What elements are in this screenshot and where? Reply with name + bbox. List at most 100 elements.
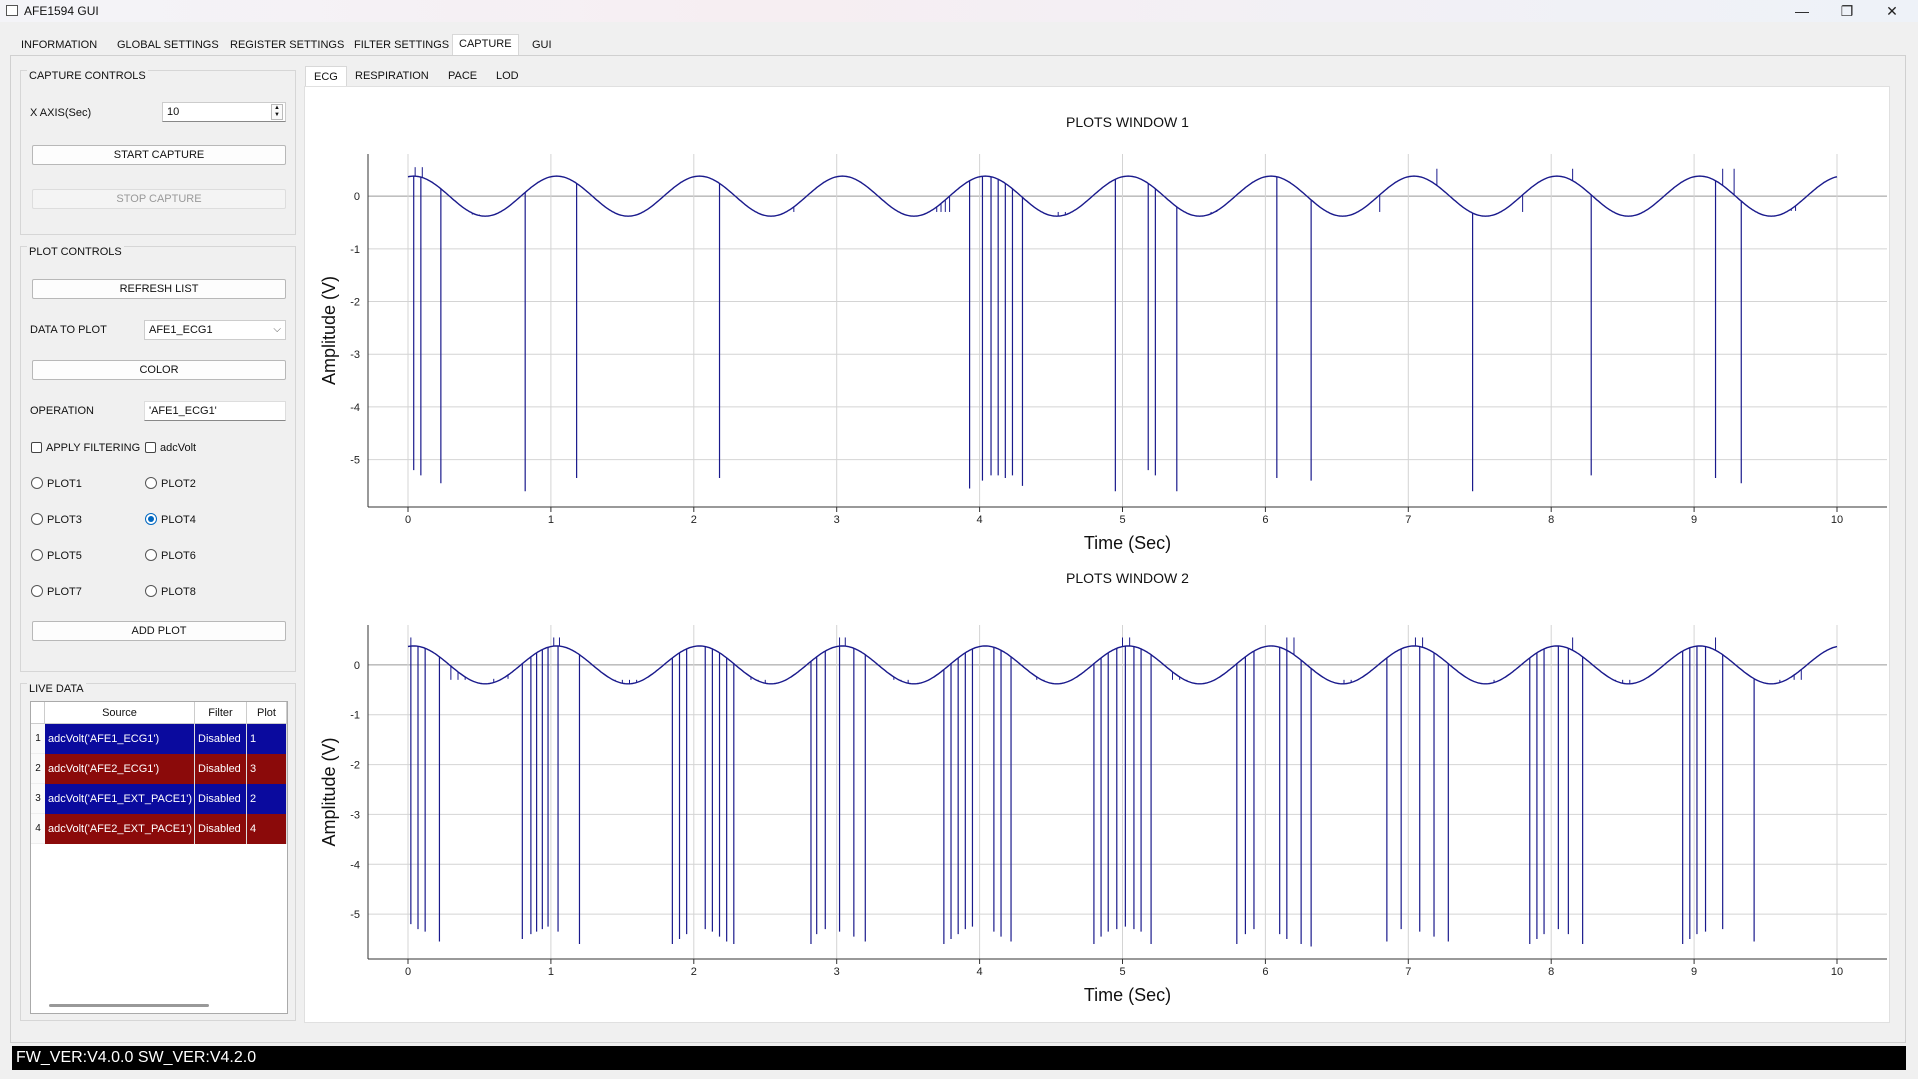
table-cell-plot[interactable]: 4 (247, 814, 287, 844)
table-cell-source[interactable]: adcVolt('AFE1_EXT_PACE1') (45, 784, 195, 814)
horizontal-scrollbar[interactable] (49, 1004, 209, 1007)
tab-register-settings[interactable]: REGISTER SETTINGS (230, 39, 345, 51)
chart1-ytick-label: 0 (354, 191, 360, 203)
live-data-title: LIVE DATA (27, 683, 86, 695)
radio-dot[interactable] (31, 477, 43, 489)
row-number[interactable]: 2 (31, 754, 45, 784)
tab-ecg[interactable]: ECG (305, 66, 347, 87)
table-cell-filter[interactable]: Disabled (195, 784, 247, 814)
data-to-plot-select[interactable]: AFE1_ECG1 ⌵ (144, 320, 286, 340)
chart1-xtick-label: 7 (1405, 514, 1411, 526)
checkbox-box[interactable] (145, 442, 156, 453)
adcvolt-checkbox[interactable]: adcVolt (145, 441, 196, 455)
checkbox-box[interactable] (31, 442, 42, 453)
tab-filter-settings[interactable]: FILTER SETTINGS (354, 39, 450, 51)
chart2-xtick-label: 0 (405, 966, 411, 978)
radio-plot1[interactable]: PLOT1 (31, 477, 82, 491)
color-button[interactable]: COLOR (32, 360, 286, 380)
chart1-title: PLOTS WINDOW 1 (1066, 114, 1189, 130)
table-cell-plot[interactable]: 1 (247, 724, 287, 754)
table-cell-filter[interactable]: Disabled (195, 814, 247, 844)
table-cell-plot[interactable]: 2 (247, 784, 287, 814)
table-cell-plot[interactable]: 3 (247, 754, 287, 784)
minimize-button[interactable]: — (1795, 3, 1809, 19)
tab-respiration[interactable]: RESPIRATION (355, 70, 429, 82)
table-cell-filter[interactable]: Disabled (195, 724, 247, 754)
radio-plot3-label: PLOT3 (47, 514, 82, 526)
radio-plot7[interactable]: PLOT7 (31, 585, 82, 599)
data-to-plot-value: AFE1_ECG1 (149, 324, 213, 336)
live-data-table[interactable]: Source Filter Plot 1 adcVolt('AFE1_ECG1'… (30, 701, 288, 1014)
column-header-source[interactable]: Source (45, 702, 195, 724)
chart2-xtick-label: 6 (1262, 966, 1268, 978)
chart2-xtick-label: 3 (834, 966, 840, 978)
chevron-down-icon: ⌵ (273, 324, 281, 335)
chart1-xtick-label: 4 (977, 514, 983, 526)
capture-controls-title: CAPTURE CONTROLS (27, 70, 148, 82)
radio-dot[interactable] (31, 549, 43, 561)
row-number[interactable]: 3 (31, 784, 45, 814)
spin-arrows-icon[interactable]: ▲ ▼ (271, 104, 283, 120)
radio-plot7-label: PLOT7 (47, 586, 82, 598)
radio-dot-selected[interactable] (145, 513, 157, 525)
chart2-xtick-label: 4 (977, 966, 983, 978)
table-cell-filter[interactable]: Disabled (195, 754, 247, 784)
chart2-ytick-label: 0 (354, 660, 360, 672)
table-cell-source[interactable]: adcVolt('AFE2_EXT_PACE1') (45, 814, 195, 844)
adcvolt-label: adcVolt (160, 442, 197, 454)
row-number[interactable]: 4 (31, 814, 45, 844)
chart2-ytick-label: -2 (350, 760, 360, 772)
start-capture-button[interactable]: START CAPTURE (32, 145, 286, 165)
table-cell-source[interactable]: adcVolt('AFE1_ECG1') (45, 724, 195, 754)
tab-information[interactable]: INFORMATION (21, 39, 98, 51)
add-plot-button[interactable]: ADD PLOT (32, 621, 286, 641)
restore-button[interactable]: ❐ (1840, 3, 1854, 19)
tab-lod[interactable]: LOD (496, 70, 519, 82)
radio-plot6[interactable]: PLOT6 (145, 549, 196, 563)
radio-dot[interactable] (145, 549, 157, 561)
row-number[interactable]: 1 (31, 724, 45, 754)
chart1-xtick-label: 10 (1831, 514, 1843, 526)
apply-filtering-label: APPLY FILTERING (46, 442, 141, 454)
radio-plot3[interactable]: PLOT3 (31, 513, 82, 527)
chart1-xtick-label: 3 (834, 514, 840, 526)
chart1-ytick-label: -1 (350, 244, 360, 256)
tab-gui[interactable]: GUI (532, 39, 552, 51)
tab-capture[interactable]: CAPTURE (452, 34, 519, 55)
refresh-list-button[interactable]: REFRESH LIST (32, 279, 286, 299)
operation-input[interactable]: 'AFE1_ECG1' (144, 401, 286, 421)
tab-pace[interactable]: PACE (448, 70, 478, 82)
app-icon (6, 5, 18, 16)
radio-plot2-label: PLOT2 (161, 478, 196, 490)
chart2-ytick-label: -5 (350, 909, 360, 921)
column-header-filter[interactable]: Filter (195, 702, 247, 724)
chart1-xtick-label: 5 (1119, 514, 1125, 526)
chart2-ytick-label: -4 (350, 859, 360, 871)
chart2-xlabel: Time (Sec) (1084, 985, 1171, 1005)
radio-dot[interactable] (31, 585, 43, 597)
radio-plot2[interactable]: PLOT2 (145, 477, 196, 491)
tab-global-settings[interactable]: GLOBAL SETTINGS (117, 39, 219, 51)
radio-plot8[interactable]: PLOT8 (145, 585, 196, 599)
column-header-plot[interactable]: Plot (247, 702, 287, 724)
radio-dot[interactable] (145, 585, 157, 597)
apply-filtering-checkbox[interactable]: APPLY FILTERING (31, 441, 140, 455)
data-to-plot-label: DATA TO PLOT (30, 324, 107, 336)
radio-plot4[interactable]: PLOT4 (145, 513, 196, 527)
stop-capture-button[interactable]: STOP CAPTURE (32, 189, 286, 209)
table-cell-source[interactable]: adcVolt('AFE2_ECG1') (45, 754, 195, 784)
xaxis-value: 10 (167, 106, 180, 118)
xaxis-label: X AXIS(Sec) (30, 107, 92, 119)
radio-plot5[interactable]: PLOT5 (31, 549, 82, 563)
status-bar: FW_VER:V4.0.0 SW_VER:V4.2.0 (12, 1046, 1906, 1070)
chart1-xtick-label: 8 (1548, 514, 1554, 526)
close-button[interactable]: ✕ (1886, 3, 1898, 19)
chart2-xtick-label: 1 (548, 966, 554, 978)
plot-controls-title: PLOT CONTROLS (27, 246, 124, 258)
xaxis-spinbox[interactable]: 10 ▲ ▼ (162, 102, 286, 122)
chart2-ylabel: Amplitude (V) (319, 737, 339, 846)
radio-dot[interactable] (31, 513, 43, 525)
radio-dot[interactable] (145, 477, 157, 489)
chart1-ytick-label: -3 (350, 349, 360, 361)
